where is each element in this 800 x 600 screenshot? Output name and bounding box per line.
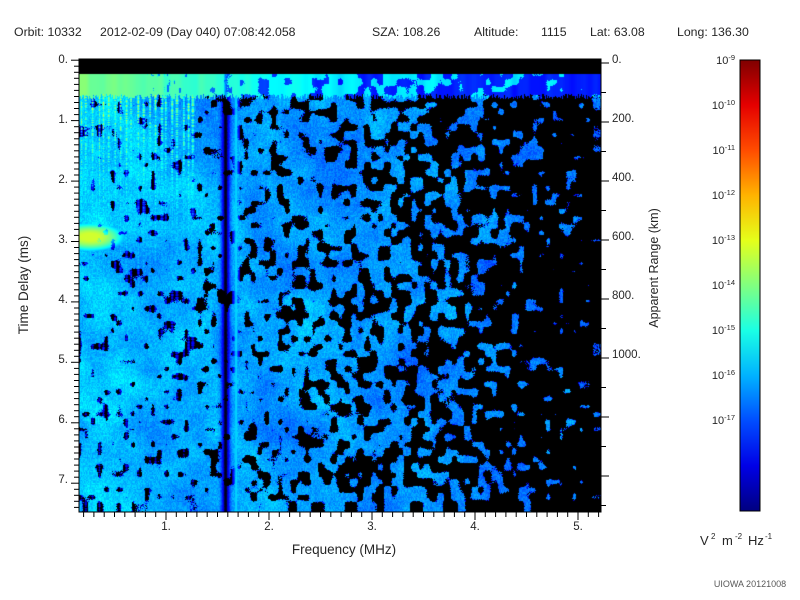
- svg-text:10-13: 10-13: [712, 233, 735, 247]
- svg-text:10-16: 10-16: [712, 368, 735, 382]
- svg-text:5.: 5.: [573, 521, 583, 533]
- svg-text:4.: 4.: [470, 521, 480, 533]
- svg-text:2.: 2.: [58, 174, 68, 186]
- svg-text:V: V: [700, 533, 709, 548]
- svg-text:400.: 400.: [612, 172, 634, 184]
- svg-text:3.: 3.: [58, 234, 68, 246]
- svg-text:6.: 6.: [58, 414, 68, 426]
- svg-text:Frequency (MHz): Frequency (MHz): [292, 542, 396, 557]
- svg-text:800.: 800.: [612, 290, 634, 302]
- svg-text:2: 2: [711, 532, 716, 541]
- svg-text:UIOWA 20121008: UIOWA 20121008: [714, 579, 786, 589]
- svg-text:10-9: 10-9: [716, 53, 735, 67]
- svg-text:10-15: 10-15: [712, 323, 735, 337]
- svg-text:Orbit: 10332: Orbit: 10332: [14, 25, 82, 39]
- svg-text:0.: 0.: [612, 54, 622, 66]
- svg-text:2012-02-09 (Day 040) 07:08:42.: 2012-02-09 (Day 040) 07:08:42.058: [100, 25, 296, 39]
- svg-text:5.: 5.: [58, 354, 68, 366]
- svg-text:1000.: 1000.: [612, 349, 641, 361]
- svg-text:0.: 0.: [58, 54, 68, 66]
- svg-text:Apparent Range (km): Apparent Range (km): [647, 208, 661, 328]
- svg-text:10-17: 10-17: [712, 413, 735, 427]
- svg-text:Long: 136.30: Long: 136.30: [677, 25, 749, 39]
- svg-text:1.: 1.: [58, 114, 68, 126]
- svg-text:Altitude:: Altitude:: [474, 25, 518, 39]
- svg-text:10-10: 10-10: [712, 98, 735, 112]
- svg-text:-1: -1: [765, 532, 773, 541]
- svg-text:Time Delay (ms): Time Delay (ms): [16, 236, 31, 335]
- svg-text:10-14: 10-14: [712, 278, 735, 292]
- svg-text:4.: 4.: [58, 294, 68, 306]
- svg-text:200.: 200.: [612, 113, 634, 125]
- svg-text:600.: 600.: [612, 231, 634, 243]
- svg-text:2.: 2.: [264, 521, 274, 533]
- svg-text:-2: -2: [735, 532, 743, 541]
- svg-text:10-12: 10-12: [712, 188, 735, 202]
- svg-text:SZA: 108.26: SZA: 108.26: [372, 25, 441, 39]
- svg-text:3.: 3.: [367, 521, 377, 533]
- svg-text:m: m: [722, 533, 733, 548]
- svg-text:Hz: Hz: [748, 533, 764, 548]
- svg-text:10-11: 10-11: [712, 143, 735, 157]
- svg-text:7.: 7.: [58, 474, 68, 486]
- svg-text:1115: 1115: [541, 25, 567, 39]
- svg-text:Lat: 63.08: Lat: 63.08: [590, 25, 645, 39]
- svg-text:1.: 1.: [161, 521, 171, 533]
